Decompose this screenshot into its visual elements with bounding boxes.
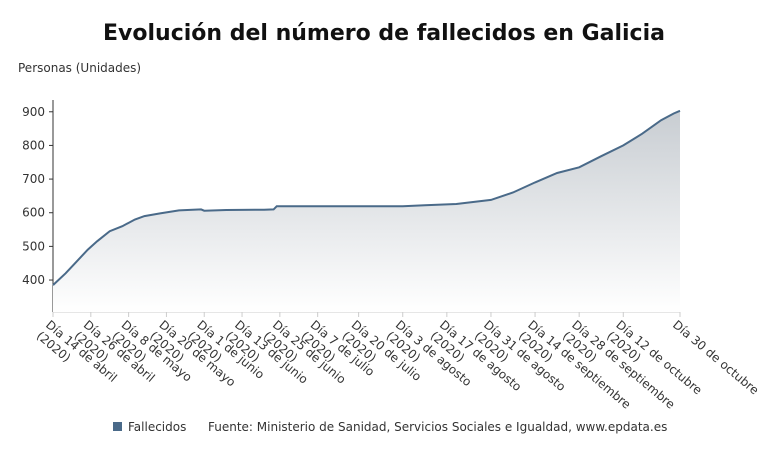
x-tick-label: Día 14 de abril (2020) — [34, 318, 123, 399]
y-tick-label: 900 — [22, 105, 45, 119]
legend-swatch — [113, 422, 122, 431]
y-tick-label: 600 — [22, 206, 45, 220]
y-tick-label: 800 — [22, 138, 45, 152]
chart-title: Evolución del número de fallecidos en Ga… — [103, 21, 665, 46]
y-tick-label: 500 — [22, 239, 45, 253]
y-tick-label: 700 — [22, 172, 45, 186]
y-tick-label: 400 — [22, 273, 45, 287]
source: Fuente: Ministerio de Sanidad, Servicios… — [208, 420, 667, 434]
area — [53, 110, 680, 312]
legend-label: Fallecidos — [128, 420, 186, 434]
line — [52, 109, 681, 286]
y-axis-title: Personas (Unidades) — [18, 61, 141, 75]
